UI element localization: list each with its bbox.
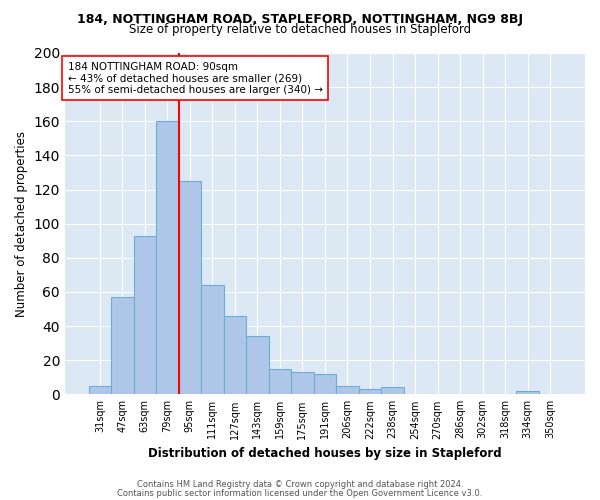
Text: 184 NOTTINGHAM ROAD: 90sqm
← 43% of detached houses are smaller (269)
55% of sem: 184 NOTTINGHAM ROAD: 90sqm ← 43% of deta… bbox=[68, 62, 323, 94]
Text: 184, NOTTINGHAM ROAD, STAPLEFORD, NOTTINGHAM, NG9 8BJ: 184, NOTTINGHAM ROAD, STAPLEFORD, NOTTIN… bbox=[77, 12, 523, 26]
Bar bbox=[156, 122, 179, 394]
Bar bbox=[246, 336, 269, 394]
Bar bbox=[517, 391, 539, 394]
Bar bbox=[291, 372, 314, 394]
Bar bbox=[201, 285, 224, 395]
Bar bbox=[134, 236, 156, 394]
Bar bbox=[314, 374, 336, 394]
Text: Contains HM Land Registry data © Crown copyright and database right 2024.: Contains HM Land Registry data © Crown c… bbox=[137, 480, 463, 489]
Bar bbox=[381, 388, 404, 394]
X-axis label: Distribution of detached houses by size in Stapleford: Distribution of detached houses by size … bbox=[148, 447, 502, 460]
Bar bbox=[269, 368, 291, 394]
Bar bbox=[89, 386, 111, 394]
Text: Size of property relative to detached houses in Stapleford: Size of property relative to detached ho… bbox=[129, 22, 471, 36]
Bar bbox=[179, 181, 201, 394]
Bar bbox=[359, 389, 381, 394]
Text: Contains public sector information licensed under the Open Government Licence v3: Contains public sector information licen… bbox=[118, 488, 482, 498]
Bar bbox=[336, 386, 359, 394]
Bar bbox=[111, 297, 134, 394]
Y-axis label: Number of detached properties: Number of detached properties bbox=[15, 130, 28, 316]
Bar bbox=[224, 316, 246, 394]
